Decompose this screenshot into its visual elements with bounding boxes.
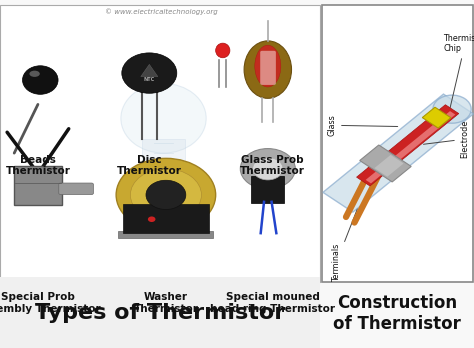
Text: Glass Prob
Thermistor: Glass Prob Thermistor [240, 155, 305, 176]
FancyBboxPatch shape [142, 139, 185, 164]
Polygon shape [323, 94, 474, 212]
FancyBboxPatch shape [0, 277, 320, 348]
Ellipse shape [433, 95, 471, 123]
Text: NTC: NTC [144, 77, 155, 82]
Text: Washer
Thermistor: Washer Thermistor [134, 292, 198, 314]
Text: Terminals: Terminals [332, 209, 357, 282]
FancyBboxPatch shape [118, 231, 213, 238]
Text: Beads
Thermistor: Beads Thermistor [6, 155, 70, 176]
Ellipse shape [216, 43, 230, 58]
Circle shape [130, 169, 201, 221]
Text: Glass: Glass [327, 114, 398, 136]
Circle shape [253, 158, 283, 180]
FancyBboxPatch shape [322, 5, 473, 282]
Ellipse shape [29, 71, 40, 77]
FancyBboxPatch shape [14, 166, 62, 205]
Text: Disc
Thermistor: Disc Thermistor [117, 155, 182, 176]
Polygon shape [360, 145, 411, 182]
Polygon shape [422, 107, 451, 128]
FancyBboxPatch shape [260, 51, 276, 85]
Ellipse shape [121, 84, 206, 153]
Polygon shape [141, 64, 158, 77]
FancyBboxPatch shape [251, 176, 284, 203]
Polygon shape [356, 105, 459, 186]
Text: © www.electricaltechnology.org: © www.electricaltechnology.org [105, 9, 218, 15]
Polygon shape [374, 155, 403, 177]
Text: Special mouned
bead ring Thermistor: Special mouned bead ring Thermistor [210, 292, 335, 314]
Text: Thermistor
Chip: Thermistor Chip [443, 34, 474, 113]
FancyBboxPatch shape [59, 183, 93, 195]
Circle shape [116, 158, 216, 231]
Circle shape [240, 149, 295, 189]
FancyBboxPatch shape [0, 5, 320, 282]
Ellipse shape [23, 66, 58, 94]
Circle shape [148, 216, 155, 222]
Text: Special Prob
Assembly Thermistor: Special Prob Assembly Thermistor [0, 292, 100, 314]
Ellipse shape [244, 41, 292, 98]
Circle shape [122, 53, 177, 93]
Text: Construction
of Thermistor: Construction of Thermistor [333, 294, 461, 333]
FancyBboxPatch shape [123, 204, 209, 233]
Circle shape [146, 180, 186, 209]
Text: Electrode: Electrode [423, 120, 469, 158]
Ellipse shape [255, 45, 281, 87]
Polygon shape [365, 111, 456, 183]
Text: Types of Thermistor: Types of Thermistor [35, 303, 285, 323]
